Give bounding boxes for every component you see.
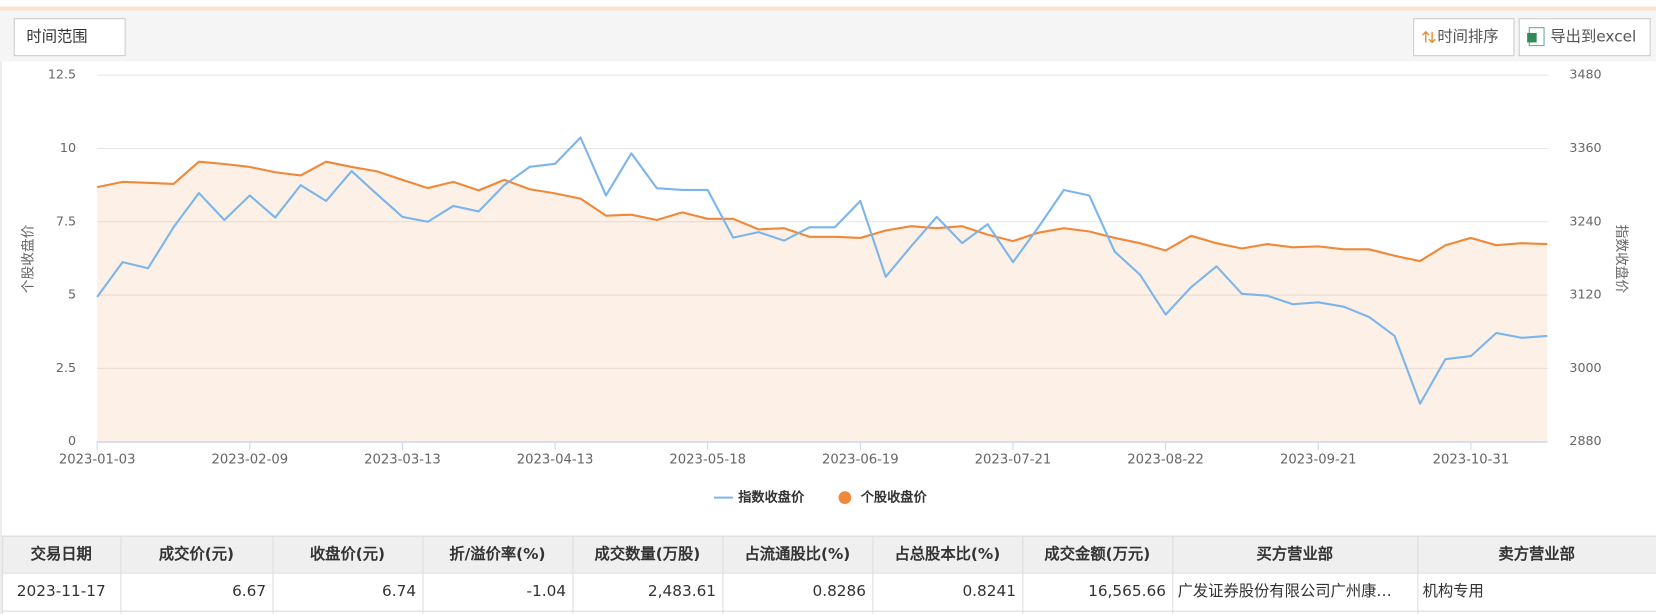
table-cell: 广发证券股份有限公司广州康… (1178, 582, 1392, 600)
x-tick-label: 2023-04-13 (517, 453, 594, 468)
line (96, 136, 1548, 405)
legend-swatch (838, 491, 852, 504)
column-header: 成交数量(万股) (595, 545, 701, 563)
column-header: 占总股本比(%) (894, 545, 1000, 563)
y-tick-label: 10 (60, 140, 76, 155)
y-tick-label: 0 (68, 433, 76, 448)
table-cell: 16,565.66 (1088, 582, 1166, 600)
y2-tick-label: 3120 (1569, 287, 1601, 302)
column-header: 卖方营业部 (1498, 545, 1575, 563)
top-accent (0, 6, 1656, 11)
y-tick-label: 5 (68, 287, 76, 302)
table-header-bg (2, 535, 1656, 573)
column-header: 折/溢价率(%) (449, 545, 545, 563)
table-cell: 6.67 (232, 582, 266, 600)
toolbar (0, 10, 1656, 62)
sort-icon (1422, 30, 1436, 44)
x-tick-label: 2023-07-21 (975, 453, 1052, 468)
x-tick-label: 2023-02-09 (211, 453, 288, 468)
export-button-label[interactable]: 导出到excel (1550, 28, 1636, 46)
x-tick-label: 2023-10-31 (1433, 453, 1510, 468)
x-tick-label: 2023-09-21 (1280, 453, 1357, 468)
legend-label: 个股收盘价 (860, 489, 928, 506)
column-header: 占流通股比(%) (744, 545, 850, 563)
sort-button[interactable] (1413, 18, 1515, 57)
table-cell: 0.8241 (962, 582, 1016, 600)
x-tick-label: 2023-03-13 (364, 453, 441, 468)
table-cell: 2023-11-17 (17, 582, 106, 600)
y2-axis-title: 指数收盘价 (1613, 225, 1630, 294)
y-tick-label: 7.5 (56, 213, 76, 228)
table-cell: 机构专用 (1423, 582, 1484, 600)
column-header: 交易日期 (31, 545, 92, 563)
area (97, 161, 1548, 442)
legend-label: 指数收盘价 (738, 489, 805, 506)
column-header: 成交价(元) (159, 545, 234, 563)
sort-button-label[interactable]: 时间排序 (1437, 28, 1498, 46)
y-tick-label: 2.5 (56, 360, 76, 375)
x-tick-label: 2023-01-03 (59, 453, 136, 468)
x-tick-label: 2023-08-22 (1127, 453, 1204, 468)
x-tick-label: 2023-06-19 (822, 453, 899, 468)
column-header: 买方营业部 (1257, 545, 1334, 563)
y-axis-title: 个股收盘价 (20, 224, 37, 293)
excel-icon-badge (1527, 32, 1537, 43)
line (96, 160, 1548, 263)
y2-tick-label: 3480 (1569, 67, 1601, 82)
y2-tick-label: 3000 (1569, 360, 1601, 375)
time-range-select[interactable] (13, 18, 126, 57)
table-cell: -1.04 (526, 582, 566, 600)
y2-tick-label: 3240 (1569, 213, 1601, 228)
column-header: 成交金额(万元) (1044, 545, 1150, 563)
y-tick-label: 12.5 (48, 67, 76, 82)
table: 交易日期 成交价(元) 收盘价(元) 折/溢价率(%) 成交数量(万股) 占流通股比(%)… (2, 535, 1656, 614)
chart: 0 2.5 5 7.5 10 12.5 2880 3000 3120 3240 3360 3480 个股… (20, 67, 1631, 506)
y2-tick-label: 2880 (1569, 433, 1601, 448)
table-cell: 6.74 (382, 582, 416, 600)
x-tick-label: 2023-05-18 (669, 453, 746, 468)
y2-tick-label: 3360 (1569, 140, 1601, 155)
table-cell: 2,483.61 (648, 582, 716, 600)
column-header: 收盘价(元) (310, 545, 385, 563)
table-cell: 0.8286 (812, 582, 866, 600)
time-range-label[interactable]: 时间范围 (26, 28, 87, 46)
